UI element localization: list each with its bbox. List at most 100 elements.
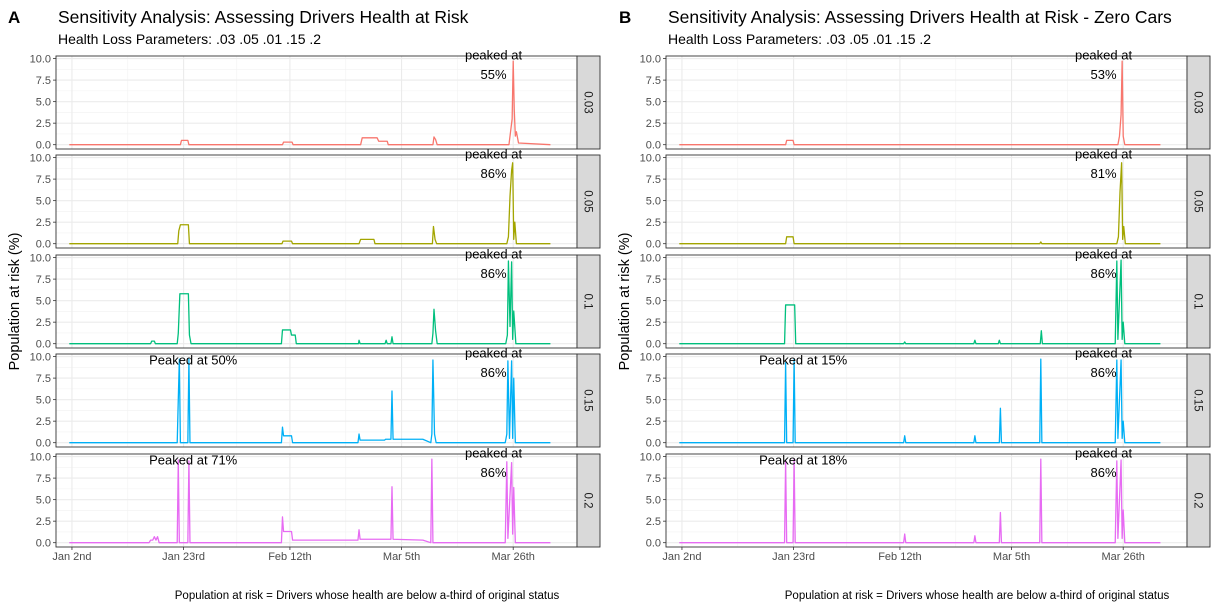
facet-background: [666, 155, 1187, 248]
facet-background: [56, 56, 577, 149]
y-tick-label: 0.0: [36, 438, 51, 450]
facet-0.1: 0.0 2.5 5.0 7.5 10.0 0.1 peaked at 86%: [640, 246, 1211, 351]
y-tick-label: 7.5: [646, 75, 661, 87]
facet-strip-label: 0.03: [582, 91, 594, 113]
y-tick-label: 5.0: [36, 97, 51, 109]
facet-strip: [1186, 453, 1211, 548]
facet-strip: [1186, 254, 1211, 349]
x-tick-label: Mar 26th: [491, 551, 534, 563]
facet-strip-label: 0.05: [1192, 190, 1204, 212]
x-tick-label: Mar 5th: [993, 551, 1030, 563]
facet-background: [666, 56, 1187, 149]
y-tick-label: 7.5: [36, 373, 51, 385]
y-tick-label: 10.0: [640, 54, 661, 66]
y-tick-label: 5.0: [646, 97, 661, 109]
peak-annotation: peaked at: [465, 345, 522, 360]
facet-0.03: 0.0 2.5 5.0 7.5 10.0 0.03 peaked at 55%: [30, 47, 601, 152]
peak-annotation: Peaked at 50%: [149, 352, 238, 367]
facet-strip: [576, 154, 601, 249]
y-tick-label: 5.0: [36, 296, 51, 308]
y-tick-label: 7.5: [36, 75, 51, 87]
chart-subtitle: Health Loss Parameters: .03 .05 .01 .15 …: [668, 31, 931, 47]
peak-annotation: Peaked at 18%: [759, 452, 848, 467]
x-tick-label: Mar 5th: [383, 551, 420, 563]
x-tick-label: Feb 12th: [268, 551, 311, 563]
facet-strip-label: 0.2: [582, 493, 594, 509]
facet-background: [56, 354, 577, 447]
y-tick-label: 7.5: [646, 174, 661, 186]
x-tick-label: Jan 2nd: [52, 551, 91, 563]
y-tick-label: 2.5: [36, 516, 51, 528]
y-tick-label: 10.0: [30, 352, 51, 364]
peak-annotation: 86%: [481, 465, 507, 480]
facet-strip: [576, 453, 601, 548]
y-tick-label: 7.5: [646, 473, 661, 485]
x-tick-label: Feb 12th: [878, 551, 921, 563]
series-line-0.15: [679, 358, 1161, 444]
series-line-0.2: [679, 458, 1161, 544]
facet-strip-label: 0.15: [1192, 389, 1204, 411]
y-tick-label: 10.0: [30, 153, 51, 165]
peak-annotation: 55%: [481, 67, 507, 82]
peak-annotation: 81%: [1091, 166, 1117, 181]
facet-strip-label: 0.15: [582, 389, 594, 411]
facet-0.05: 0.0 2.5 5.0 7.5 10.0 0.05 peaked at 81%: [640, 146, 1211, 251]
facet-strip: [576, 353, 601, 448]
y-tick-label: 7.5: [646, 373, 661, 385]
facet-background: [56, 255, 577, 348]
peak-annotation: 53%: [1091, 67, 1117, 82]
y-tick-label: 5.0: [646, 495, 661, 507]
facet-strip: [576, 254, 601, 349]
peak-annotation: peaked at: [465, 146, 522, 161]
facet-strip: [576, 55, 601, 150]
y-tick-label: 7.5: [36, 174, 51, 186]
x-tick-label: Mar 26th: [1101, 551, 1144, 563]
facet-0.03: 0.0 2.5 5.0 7.5 10.0 0.03 peaked at 53%: [640, 47, 1211, 152]
y-tick-label: 10.0: [30, 452, 51, 464]
peak-annotation: peaked at: [465, 47, 522, 62]
caption: Population at risk = Drivers whose healt…: [175, 590, 560, 602]
series-line-0.2: [69, 458, 551, 544]
y-tick-label: 10.0: [30, 253, 51, 265]
peak-annotation: 86%: [481, 166, 507, 181]
peak-annotation: 86%: [481, 266, 507, 281]
y-tick-label: 10.0: [640, 352, 661, 364]
series-line-0.05: [69, 162, 551, 245]
series-line-0.1: [69, 260, 551, 345]
y-tick-label: 0.0: [646, 239, 661, 251]
y-axis-label: Population at risk (%): [617, 233, 633, 371]
y-tick-label: 10.0: [30, 54, 51, 66]
y-tick-label: 7.5: [646, 274, 661, 286]
y-tick-label: 2.5: [36, 118, 51, 130]
facet-0.15: 0.0 2.5 5.0 7.5 10.0 0.15 Peaked at 15% peaked …: [640, 345, 1211, 450]
series-line-0.15: [69, 358, 551, 444]
y-tick-label: 0.0: [646, 438, 661, 450]
facet-strip-label: 0.1: [1192, 294, 1204, 310]
y-tick-label: 2.5: [36, 416, 51, 428]
facet-0.2: 0.0 2.5 5.0 7.5 10.0 0.2 Peaked at 18% peaked a…: [640, 445, 1211, 550]
facet-strip-label: 0.03: [1192, 91, 1204, 113]
y-tick-label: 7.5: [36, 274, 51, 286]
series-line-0.03: [69, 60, 551, 146]
chart-title: Sensitivity Analysis: Assessing Drivers …: [668, 7, 1172, 27]
facet-0.15: 0.0 2.5 5.0 7.5 10.0 0.15 Peaked at 50% peaked …: [30, 345, 601, 450]
y-tick-label: 2.5: [36, 217, 51, 229]
y-tick-label: 10.0: [640, 253, 661, 265]
y-tick-label: 0.0: [646, 140, 661, 152]
facet-strip-label: 0.1: [582, 294, 594, 310]
peak-annotation: peaked at: [465, 445, 522, 460]
peak-annotation: peaked at: [1075, 146, 1132, 161]
peak-annotation: 86%: [1091, 266, 1117, 281]
peak-annotation: peaked at: [1075, 345, 1132, 360]
y-tick-label: 5.0: [646, 395, 661, 407]
y-tick-label: 7.5: [36, 473, 51, 485]
y-tick-label: 10.0: [640, 153, 661, 165]
facet-strip-label: 0.05: [582, 190, 594, 212]
y-tick-label: 2.5: [646, 416, 661, 428]
facet-strip: [1186, 353, 1211, 448]
y-tick-label: 2.5: [36, 317, 51, 329]
chart-subtitle: Health Loss Parameters: .03 .05 .01 .15 …: [58, 31, 321, 47]
series-line-0.03: [679, 60, 1161, 146]
panel-letter: B: [619, 8, 631, 27]
